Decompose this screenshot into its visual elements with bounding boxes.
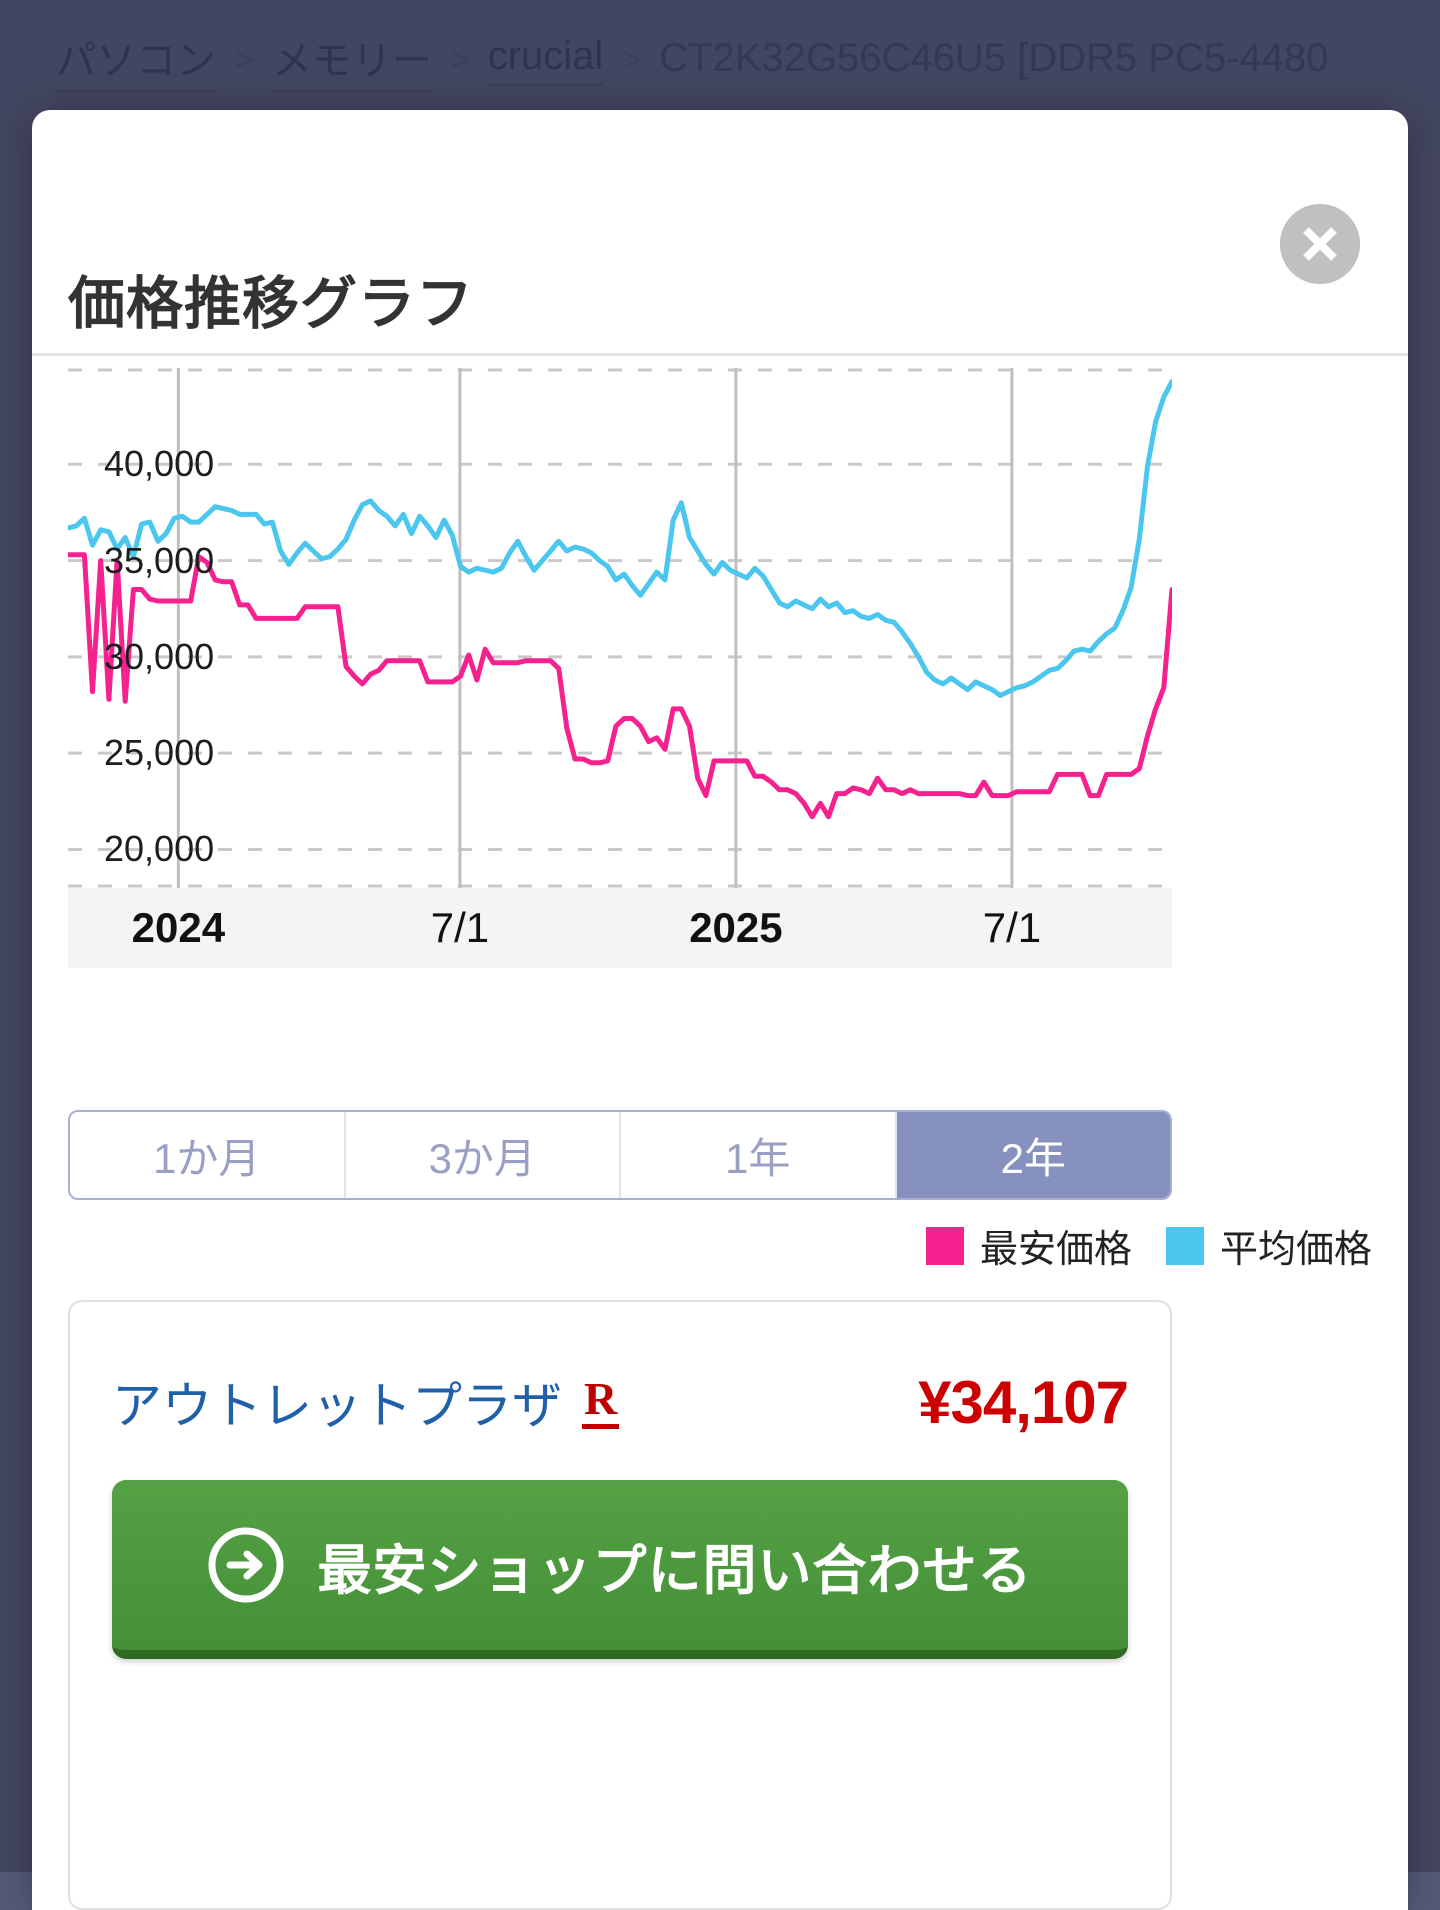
period-option-0[interactable]: 1か月 [70, 1112, 346, 1198]
legend-swatch-icon [925, 1226, 964, 1265]
close-icon[interactable] [1280, 204, 1360, 284]
legend-label: 最安価格 [979, 1229, 1132, 1271]
breadcrumb-separator: > [621, 40, 642, 79]
legend-swatch-icon [1165, 1226, 1204, 1265]
period-option-1[interactable]: 3か月 [345, 1112, 621, 1198]
chart-series-1 [68, 379, 1172, 698]
period-option-3[interactable]: 2年 [896, 1112, 1170, 1198]
rakuten-logo-icon: R [582, 1375, 620, 1429]
shop-name-link[interactable]: アウトレットプラザ [112, 1378, 562, 1434]
legend-item-0: 最安価格 [925, 1218, 1132, 1273]
chart-legend: 最安価格 平均価格 [925, 1218, 1372, 1273]
breadcrumb-item-0[interactable]: パソコン [56, 28, 216, 93]
legend-item-1: 平均価格 [1165, 1218, 1372, 1273]
breadcrumb-item-2[interactable]: crucial [487, 34, 604, 86]
x-axis-tick-label-3: 7/1 [982, 904, 1042, 951]
period-option-2[interactable]: 1年 [621, 1112, 897, 1198]
price-history-modal: 価格推移グラフ 20,000 25,000 30,000 35,000 40,000 2… [32, 110, 1408, 1910]
x-axis-tick-label-1: 7/1 [430, 904, 490, 951]
period-selector: 1か月 3か月 1年 2年 [68, 1110, 1172, 1200]
contact-lowest-shop-button[interactable]: 最安ショップに問い合わせる [112, 1480, 1128, 1659]
breadcrumb-item-current: CT2K32G56C46U5 [DDR5 PC5-4480 [659, 35, 1329, 80]
chart-plot-area: 20,000 25,000 30,000 35,000 40,000 [68, 368, 1172, 888]
shop-row: アウトレットプラザ R ¥34,107 [112, 1362, 1129, 1442]
modal-header: 価格推移グラフ [32, 110, 1408, 356]
lowest-shop-card: アウトレットプラザ R ¥34,107 最安ショップに問い合わせる [68, 1300, 1172, 1910]
shop-price: ¥34,107 [918, 1368, 1129, 1436]
chart-series-0 [68, 552, 1172, 820]
arrow-right-circle-icon [208, 1527, 283, 1603]
legend-label: 平均価格 [1219, 1229, 1372, 1271]
breadcrumb-separator: > [234, 40, 254, 79]
breadcrumb-item-1[interactable]: メモリー [271, 28, 432, 93]
shop-name-wrap[interactable]: アウトレットプラザ R [112, 1366, 620, 1438]
breadcrumb: パソコン > メモリー > crucial > CT2K32G56C46U5 [… [0, 0, 1440, 120]
header-divider [32, 353, 1408, 356]
page-title: 価格推移グラフ [68, 272, 474, 336]
price-chart: 20,000 25,000 30,000 35,000 40,000 2024 7/1 20… [68, 368, 1172, 968]
x-axis-tick-label-0: 2024 [131, 904, 226, 951]
contact-lowest-shop-label: 最安ショップに問い合わせる [317, 1540, 1033, 1601]
x-axis-tick-label-2: 2025 [689, 904, 783, 951]
chart-x-axis: 2024 7/1 2025 7/1 [68, 888, 1172, 968]
breadcrumb-separator: > [449, 40, 470, 79]
chart-svg [68, 368, 1172, 888]
